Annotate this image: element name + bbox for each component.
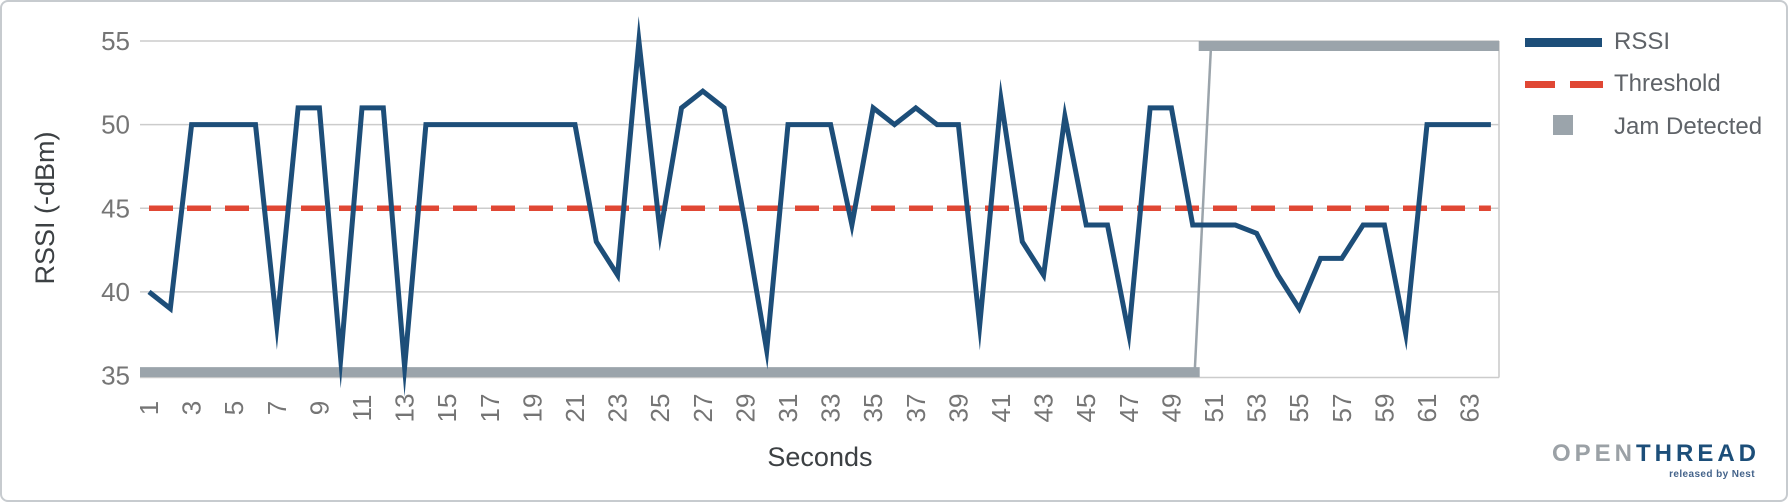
x-tick-label: 13 xyxy=(390,394,420,423)
legend-item-rssi: RSSI xyxy=(1525,28,1786,57)
y-tick-label: 45 xyxy=(101,193,130,223)
logo-tagline: released by Nest xyxy=(1669,469,1755,480)
y-tick-label: 50 xyxy=(101,110,130,140)
legend-item-jam-detected: Jam Detected xyxy=(1525,113,1786,142)
x-tick-label: 63 xyxy=(1455,394,1485,423)
x-tick-label: 39 xyxy=(943,394,973,423)
openthread-logo-text: OPENTHREAD xyxy=(1552,440,1760,468)
y-axis-title: RSSI (-dBm) xyxy=(30,131,60,284)
x-tick-label: 57 xyxy=(1327,394,1357,423)
x-tick-label: 59 xyxy=(1369,394,1399,423)
x-tick-label: 33 xyxy=(816,394,846,423)
x-tick-label: 47 xyxy=(1114,394,1144,423)
legend-label-rssi: RSSI xyxy=(1614,28,1671,55)
x-tick-label: 61 xyxy=(1412,394,1442,423)
x-tick-label: 41 xyxy=(986,394,1016,423)
x-tick-label: 55 xyxy=(1284,394,1314,423)
legend-label-jam-detected: Jam Detected xyxy=(1614,113,1763,140)
x-axis-title: Seconds xyxy=(767,442,872,472)
x-tick-label: 51 xyxy=(1199,394,1229,423)
x-tick-label: 1 xyxy=(134,401,164,415)
x-tick-label: 27 xyxy=(688,394,718,423)
legend-item-threshold: Threshold xyxy=(1525,70,1786,99)
legend-label-threshold: Threshold xyxy=(1614,70,1721,97)
x-tick-label: 21 xyxy=(560,394,590,423)
x-tick-label: 5 xyxy=(219,401,249,415)
x-tick-label: 31 xyxy=(773,394,803,423)
x-tick-label: 11 xyxy=(347,395,377,422)
x-tick-label: 23 xyxy=(603,394,633,423)
x-tick-label: 19 xyxy=(517,394,547,423)
y-tick-label: 40 xyxy=(101,277,130,307)
x-tick-label: 43 xyxy=(1029,394,1059,423)
x-tick-label: 35 xyxy=(858,394,888,423)
y-tick-label: 55 xyxy=(101,26,130,56)
x-tick-label: 9 xyxy=(304,401,334,415)
x-tick-label: 15 xyxy=(432,394,462,423)
x-tick-label: 45 xyxy=(1071,394,1101,423)
logo-thread-text: THREAD xyxy=(1636,440,1760,467)
openthread-logo: OPENTHREAD released by Nest xyxy=(1552,440,1760,480)
jam-detected-connector xyxy=(1193,45,1213,373)
threshold-dash-marker-icon xyxy=(1570,81,1603,88)
x-tick-label: 17 xyxy=(475,394,505,423)
rssi-line-marker-icon xyxy=(1525,38,1602,47)
x-tick-label: 53 xyxy=(1242,394,1272,423)
x-tick-label: 7 xyxy=(262,401,292,415)
legend: RSSI Threshold Jam Detected xyxy=(1525,2,1786,162)
logo-open-text: OPEN xyxy=(1551,440,1636,467)
x-tick-label: 29 xyxy=(730,394,760,423)
x-tick-label: 3 xyxy=(177,401,207,415)
x-tick-label: 37 xyxy=(901,394,931,423)
x-tick-label: 25 xyxy=(645,394,675,423)
x-tick-label: 49 xyxy=(1156,394,1186,423)
threshold-dash-marker-icon xyxy=(1525,81,1555,88)
jam-square-marker-icon xyxy=(1553,115,1573,135)
rssi-line xyxy=(147,16,1491,397)
y-tick-label: 35 xyxy=(101,361,130,391)
